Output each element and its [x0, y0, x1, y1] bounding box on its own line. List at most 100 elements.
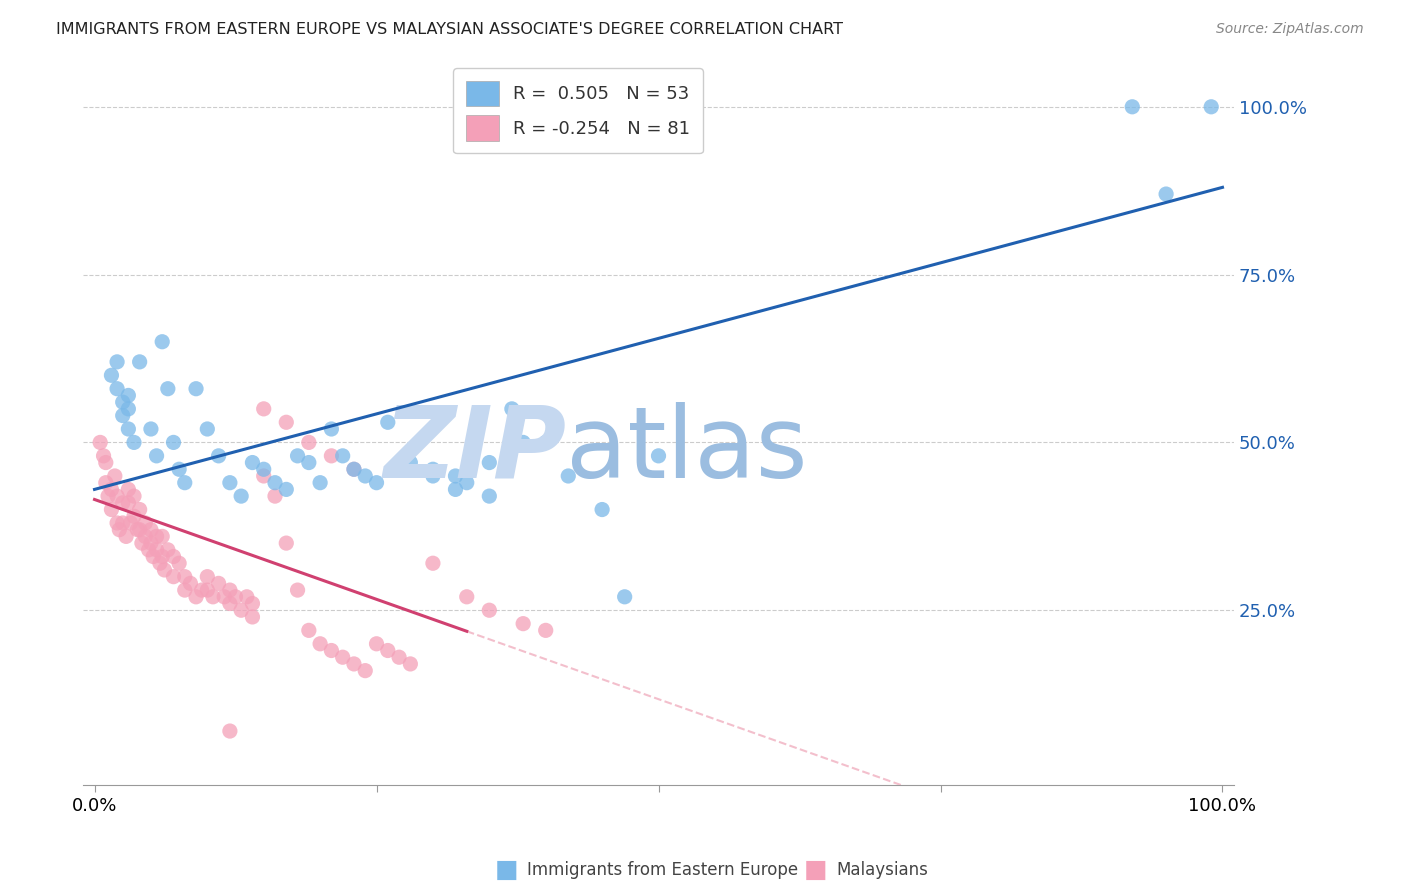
Point: [212, 590, 235, 604]
Point: [1154, 187, 1177, 202]
Point: [117, 401, 139, 416]
Point: [388, 650, 411, 665]
Point: [366, 475, 388, 490]
Point: [104, 469, 127, 483]
Point: [145, 542, 167, 557]
Point: [287, 449, 309, 463]
Point: [253, 462, 276, 476]
Point: [298, 435, 321, 450]
Point: [134, 516, 156, 530]
Point: [111, 395, 134, 409]
Point: [162, 549, 184, 564]
Point: [253, 401, 276, 416]
Point: [276, 536, 298, 550]
Point: [219, 475, 242, 490]
Point: [167, 462, 190, 476]
Point: [236, 590, 259, 604]
Point: [253, 469, 276, 483]
Point: [150, 549, 173, 564]
Point: [139, 422, 162, 436]
Text: Malaysians: Malaysians: [837, 861, 928, 879]
Point: [242, 456, 264, 470]
Point: [321, 643, 343, 657]
Point: [276, 415, 298, 429]
Point: [128, 523, 150, 537]
Point: [94, 475, 117, 490]
Point: [122, 489, 145, 503]
Point: [444, 469, 467, 483]
Point: [456, 475, 478, 490]
Point: [298, 456, 321, 470]
Point: [613, 590, 636, 604]
Point: [167, 556, 190, 570]
Point: [100, 502, 122, 516]
Point: [647, 449, 669, 463]
Point: [111, 409, 134, 423]
Text: ZIP: ZIP: [384, 401, 567, 499]
Text: Immigrants from Eastern Europe: Immigrants from Eastern Europe: [527, 861, 799, 879]
Point: [591, 502, 613, 516]
Point: [122, 509, 145, 524]
Point: [131, 536, 153, 550]
Point: [534, 624, 557, 638]
Text: ■: ■: [804, 858, 827, 881]
Point: [321, 422, 343, 436]
Point: [219, 724, 242, 739]
Point: [145, 529, 167, 543]
Point: [219, 583, 242, 598]
Point: [298, 624, 321, 638]
Text: Source: ZipAtlas.com: Source: ZipAtlas.com: [1216, 22, 1364, 37]
Point: [150, 529, 173, 543]
Point: [100, 483, 122, 497]
Point: [93, 449, 115, 463]
Point: [156, 542, 179, 557]
Point: [156, 382, 179, 396]
Point: [173, 475, 195, 490]
Point: [127, 523, 149, 537]
Point: [343, 462, 366, 476]
Point: [115, 529, 138, 543]
Point: [343, 462, 366, 476]
Point: [173, 583, 195, 598]
Point: [108, 523, 131, 537]
Point: [184, 590, 207, 604]
Point: [354, 664, 377, 678]
Point: [309, 637, 332, 651]
Text: atlas: atlas: [567, 401, 808, 499]
Point: [219, 597, 242, 611]
Point: [366, 637, 388, 651]
Point: [89, 435, 111, 450]
Point: [94, 456, 117, 470]
Point: [195, 569, 218, 583]
Point: [105, 355, 128, 369]
Point: [100, 368, 122, 383]
Point: [207, 449, 229, 463]
Point: [332, 650, 354, 665]
Point: [195, 583, 218, 598]
Point: [534, 435, 557, 450]
Point: [120, 516, 142, 530]
Point: [150, 334, 173, 349]
Point: [225, 590, 247, 604]
Point: [117, 388, 139, 402]
Point: [309, 475, 332, 490]
Point: [354, 469, 377, 483]
Point: [512, 616, 534, 631]
Point: [117, 422, 139, 436]
Point: [117, 496, 139, 510]
Point: [399, 657, 422, 671]
Point: [242, 610, 264, 624]
Point: [422, 556, 444, 570]
Point: [287, 583, 309, 598]
Point: [377, 643, 399, 657]
Point: [231, 489, 253, 503]
Point: [321, 449, 343, 463]
Point: [422, 462, 444, 476]
Point: [139, 523, 162, 537]
Point: [97, 489, 120, 503]
Text: IMMIGRANTS FROM EASTERN EUROPE VS MALAYSIAN ASSOCIATE'S DEGREE CORRELATION CHART: IMMIGRANTS FROM EASTERN EUROPE VS MALAYS…: [56, 22, 844, 37]
Text: ■: ■: [495, 858, 517, 881]
Point: [142, 549, 165, 564]
Point: [276, 483, 298, 497]
Point: [501, 401, 523, 416]
